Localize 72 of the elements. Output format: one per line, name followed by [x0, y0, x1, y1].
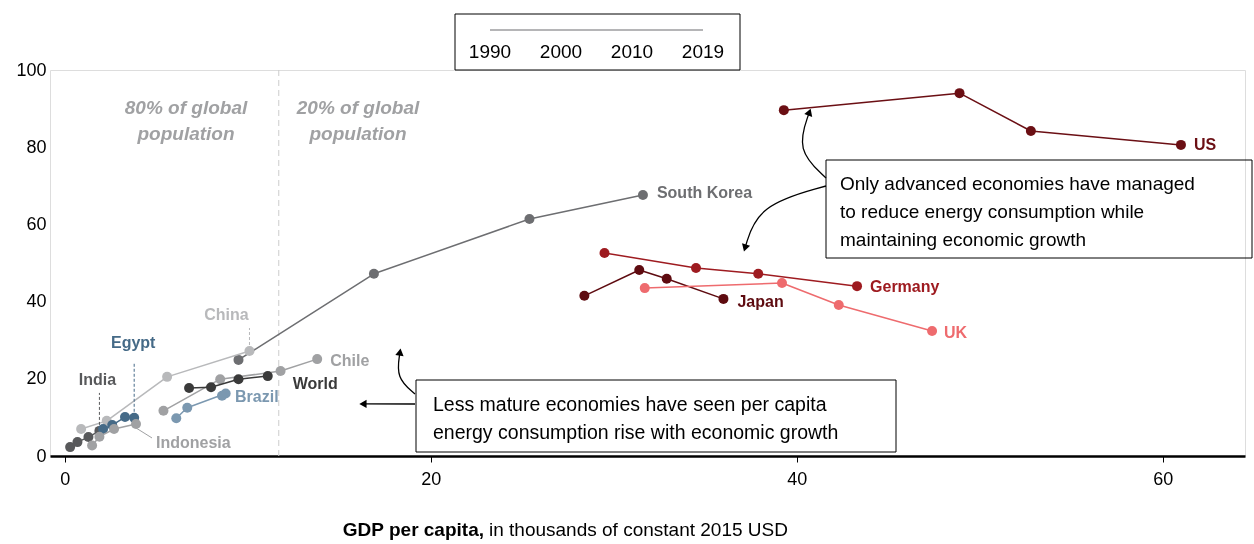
text: 1990 [468, 41, 512, 62]
y-tick-label: 60 [26, 213, 47, 234]
point [158, 405, 169, 416]
point [182, 402, 193, 413]
point [1025, 126, 1036, 136]
x-axis-title: GDP per capita, in thousands of constant 2015 USD [342, 519, 788, 540]
annotation: Only advanced economies have managed to reduce energy consumption while maintaining economic growth [840, 173, 1195, 250]
x-tick-label: 20 [421, 468, 442, 489]
legend-label: Indonesia [156, 433, 231, 451]
y-tick-label: 80 [26, 136, 47, 157]
point [368, 268, 379, 279]
x-tick-label: 60 [1153, 468, 1174, 489]
point [639, 283, 650, 294]
point [833, 300, 844, 311]
point [524, 214, 535, 224]
point [233, 354, 244, 365]
x-tick-label: 40 [787, 468, 808, 489]
point [778, 105, 789, 116]
y-tick-label: 40 [26, 291, 47, 312]
point [661, 273, 672, 284]
series-label: Chile [330, 352, 370, 370]
point [94, 431, 105, 442]
series-label: Germany [870, 278, 940, 296]
point [634, 264, 645, 275]
point [777, 278, 788, 289]
series-label: Brazil [235, 387, 279, 405]
annotation: Less mature economies have seen per capita energy consumption rise with economic growth [433, 393, 839, 443]
point [87, 440, 98, 451]
point [1175, 139, 1186, 150]
annotation: 80% of global population [124, 97, 248, 144]
series-label: China [204, 306, 249, 324]
point [312, 354, 323, 365]
point [691, 263, 701, 274]
point [162, 371, 173, 382]
point [718, 293, 729, 304]
point [98, 423, 109, 434]
point [262, 371, 273, 382]
point [171, 413, 182, 424]
series-label: Japan [737, 292, 784, 310]
point [637, 190, 648, 201]
point [184, 383, 195, 394]
point [599, 247, 610, 258]
point [83, 432, 94, 443]
point [76, 423, 87, 434]
text: 2019 [681, 41, 725, 62]
y-tick-label: 100 [16, 59, 47, 80]
text: India [78, 370, 117, 388]
point [275, 366, 286, 377]
point [72, 437, 83, 448]
series-label: US [1193, 135, 1217, 153]
series-label: UK [944, 323, 968, 341]
y-tick-label: 0 [36, 445, 47, 466]
point [65, 442, 76, 453]
point [927, 325, 938, 336]
point [954, 88, 965, 99]
point [131, 418, 142, 429]
point [852, 281, 863, 292]
point [233, 374, 244, 385]
text: Egypt [110, 333, 157, 351]
point [753, 268, 764, 279]
annotation: 20% of global population [295, 97, 420, 144]
point [579, 290, 590, 301]
point [215, 374, 226, 385]
point [206, 382, 217, 393]
text: 2000 [539, 41, 583, 62]
y-tick-label: 20 [26, 368, 47, 389]
text: 2010 [610, 41, 654, 62]
series-label: World [292, 375, 338, 393]
x-tick-label: 0 [60, 468, 71, 489]
point [120, 412, 131, 422]
point [244, 346, 255, 356]
series-label: South Korea [656, 184, 753, 202]
